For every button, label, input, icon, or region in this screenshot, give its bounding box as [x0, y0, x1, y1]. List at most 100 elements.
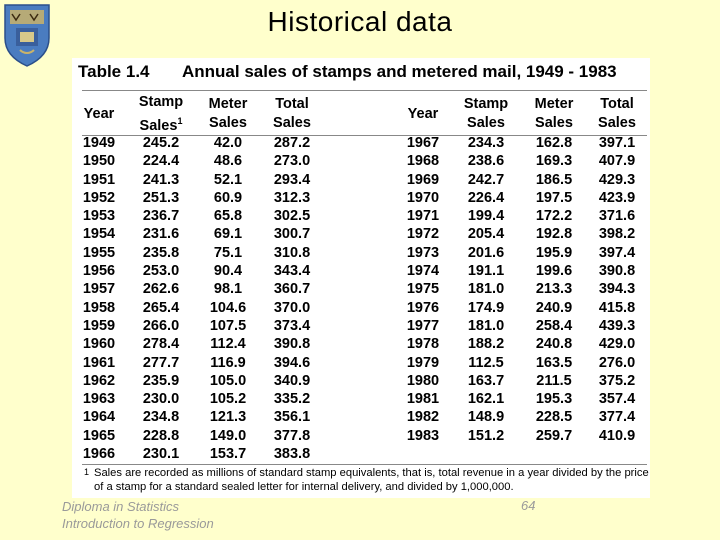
table-cell: 310.8: [273, 244, 311, 261]
table-cell: 65.8: [213, 208, 243, 225]
table-cell: 1978: [406, 336, 440, 353]
table-cell: 169.3: [535, 153, 573, 170]
table-cell: 251.3: [142, 189, 180, 206]
table-cell: 1973: [406, 244, 440, 261]
table-cell: 230.0: [142, 391, 180, 408]
table-cell: 375.2: [598, 372, 636, 389]
table-cell: 394.6: [273, 354, 311, 371]
table-cell: 1951: [82, 171, 116, 188]
table-cell: 1980: [406, 372, 440, 389]
table-cell: 60.9: [213, 189, 243, 206]
table-cell: 415.8: [598, 299, 636, 316]
table-cell: 153.7: [209, 446, 247, 463]
right-year-column: Year 1967 1968 1969 1970 1971 1972 1973 1974 197…: [400, 94, 446, 445]
table-cell: 188.2: [467, 336, 505, 353]
table-cell: 174.9: [467, 299, 505, 316]
table-cell: 371.6: [598, 208, 636, 225]
table-cell: 226.4: [467, 189, 505, 206]
table-cell: 302.5: [273, 208, 311, 225]
table-cell: 312.3: [273, 189, 311, 206]
table-cell: 423.9: [598, 189, 636, 206]
table-cell: 407.9: [598, 153, 636, 170]
table-cell: 266.0: [142, 317, 180, 334]
table-cell: 235.8: [142, 244, 180, 261]
table-cell: 231.6: [142, 226, 180, 243]
total-sales-header: Total Sales: [273, 96, 311, 131]
left-total-column: Total Sales 287.2 273.0 293.4 312.3 302.5 300…: [264, 94, 320, 463]
top-rule: [82, 90, 647, 91]
table-cell: 241.3: [142, 171, 180, 188]
left-meter-column: Meter Sales 42.0 48.6 52.1 60.9 65.8 69.1 75.1…: [200, 94, 256, 463]
footer-line-1: Diploma in Statistics: [62, 499, 180, 514]
table-cell: 1950: [82, 153, 116, 170]
table-cell: 240.8: [535, 336, 573, 353]
table-cell: 195.3: [535, 391, 573, 408]
table-cell: 201.6: [467, 244, 505, 261]
table-cell: 1967: [406, 135, 440, 151]
table-cell: 205.4: [467, 226, 505, 243]
table-cell: 163.7: [467, 372, 505, 389]
header-rule: [82, 135, 647, 136]
right-stamp-column: Stamp Sales 234.3 238.6 242.7 226.4 199.4 205…: [456, 94, 516, 445]
table-cell: 343.4: [273, 263, 311, 280]
table-footnote: Sales are recorded as millions of standa…: [94, 467, 649, 493]
table-cell: 213.3: [535, 281, 573, 298]
total-sales-header: Total Sales: [598, 96, 636, 131]
table-cell: 186.5: [535, 171, 573, 188]
table-cell: 360.7: [273, 281, 311, 298]
footer-line-2: Introduction to Regression: [62, 516, 214, 531]
table-cell: 1982: [406, 409, 440, 426]
stamp-sales-header: Stamp Sales1: [138, 93, 184, 134]
table-cell: 1969: [406, 171, 440, 188]
meter-sales-header: Meter Sales: [208, 96, 248, 131]
table-cell: 163.5: [535, 354, 573, 371]
table-cell: 116.9: [210, 354, 246, 371]
table-cell: 148.9: [467, 409, 505, 426]
table-cell: 197.5: [535, 189, 573, 206]
table-cell: 1983: [406, 427, 440, 444]
meter-sales-header: Meter Sales: [534, 96, 574, 131]
table-cell: 104.6: [209, 299, 247, 316]
table-cell: 287.2: [273, 135, 311, 151]
footnote-mark: 1: [84, 467, 90, 477]
table-cell: 1972: [406, 226, 440, 243]
table-cell: 335.2: [273, 391, 311, 408]
table-cell: 42.0: [213, 135, 243, 151]
table-cell: 199.6: [535, 263, 573, 280]
left-stamp-column: Stamp Sales1 245.2 224.4 241.3 251.3 236.7 23…: [132, 94, 190, 463]
crest-logo: [4, 4, 50, 67]
table-cell: 1959: [82, 317, 116, 334]
table-cell: 1966: [82, 446, 116, 463]
table-cell: 228.5: [535, 409, 573, 426]
table-cell: 1981: [406, 391, 440, 408]
table-cell: 293.4: [273, 171, 311, 188]
table-cell: 191.1: [467, 263, 505, 280]
table-cell: 373.4: [273, 317, 311, 334]
table-cell: 1977: [406, 317, 440, 334]
table-cell: 195.9: [535, 244, 573, 261]
table-cell: 69.1: [213, 226, 243, 243]
table-cell: 1976: [406, 299, 440, 316]
table-cell: 240.9: [535, 299, 573, 316]
table-cell: 278.4: [142, 336, 180, 353]
table-cell: 211.5: [536, 372, 572, 389]
table-cell: 377.4: [598, 409, 636, 426]
table-cell: 149.0: [209, 427, 247, 444]
table-cell: 1979: [406, 354, 440, 371]
table-cell: 410.9: [598, 427, 636, 444]
table-cell: 394.3: [598, 281, 636, 298]
table-cell: 105.2: [209, 391, 247, 408]
table-cell: 397.1: [598, 135, 636, 151]
table-cell: 258.4: [535, 317, 573, 334]
table-cell: 105.0: [209, 372, 247, 389]
stamp-sales-header: Stamp Sales: [463, 96, 509, 131]
table-cell: 234.8: [142, 409, 180, 426]
table-cell: 390.8: [598, 263, 636, 280]
table-cell: 357.4: [598, 391, 636, 408]
table-cell: 98.1: [213, 281, 243, 298]
table-cell: 1949: [82, 135, 116, 151]
page-number: 64: [521, 498, 536, 513]
table-cell: 1971: [406, 208, 440, 225]
table-cell: 1956: [82, 263, 116, 280]
table-cell: 340.9: [273, 372, 311, 389]
